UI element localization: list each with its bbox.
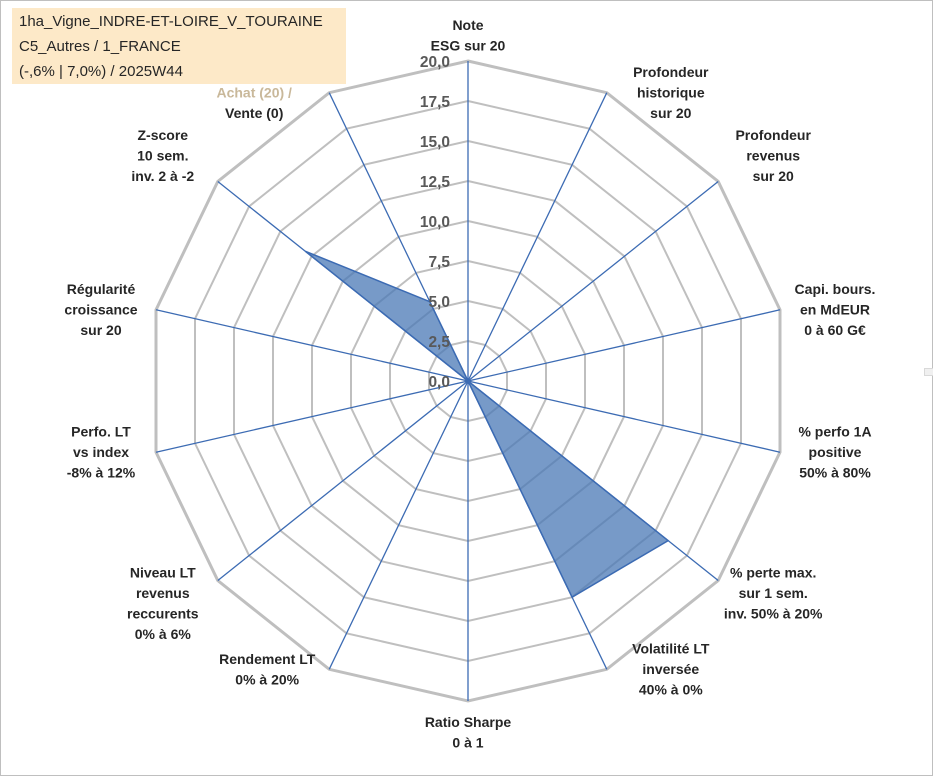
axis-label-10: Perfo. LT	[71, 424, 131, 440]
axis-label-13: Achat (20) /	[216, 84, 292, 100]
tick-label: 5,0	[428, 294, 450, 311]
axis-label-13: Vente (0)	[225, 105, 283, 121]
axis-spoke-3	[467, 309, 781, 382]
axis-label-2: Profondeur	[735, 127, 811, 143]
axis-label-3: en MdEUR	[800, 302, 870, 318]
axis-label-12: 10 sem.	[137, 148, 188, 164]
axis-label-8: 0% à 20%	[235, 671, 299, 687]
axis-label-5: sur 1 sem.	[739, 585, 808, 601]
axis-label-1: Profondeur	[633, 64, 709, 80]
axis-label-8: Rendement LT	[219, 651, 316, 667]
axis-label-11: croissance	[64, 302, 137, 318]
axis-label-0: ESG sur 20	[431, 38, 506, 54]
axis-label-9: reccurents	[127, 606, 199, 622]
tick-label: 17,5	[420, 94, 451, 111]
tick-label: 7,5	[428, 254, 450, 271]
chart-info-box: 1ha_Vigne_INDRE-ET-LOIRE_V_TOURAINE C5_A…	[12, 8, 346, 84]
axis-label-12: Z-score	[138, 127, 189, 143]
axis-label-6: inversée	[642, 661, 699, 677]
axis-label-2: revenus	[746, 148, 800, 164]
axis-spoke-9	[217, 380, 469, 582]
tick-label: 15,0	[420, 134, 450, 151]
axis-spoke-2	[467, 180, 719, 382]
scrollbar-thumb[interactable]	[924, 368, 933, 376]
info-line-category: C5_Autres / 1_FRANCE	[19, 38, 181, 55]
radar-axis-labels: Note ESG sur 20 Profondeur historique sur 20…	[64, 17, 875, 751]
axis-label-7: 0 à 1	[452, 735, 483, 751]
axis-label-4: positive	[809, 444, 862, 460]
axis-label-10: -8% à 12%	[67, 465, 136, 481]
axis-label-5: % perte max.	[730, 565, 816, 581]
axis-label-9: Niveau LT	[130, 565, 196, 581]
axis-label-7: Ratio Sharpe	[425, 714, 512, 730]
axis-spoke-1	[467, 92, 608, 382]
info-line-title: 1ha_Vigne_INDRE-ET-LOIRE_V_TOURAINE	[19, 13, 323, 30]
axis-label-0: Note	[452, 17, 483, 33]
axis-label-9: revenus	[136, 585, 190, 601]
axis-label-9: 0% à 6%	[135, 626, 192, 642]
axis-spoke-8	[328, 380, 469, 670]
radar-tick-labels: 0,0 2,5 5,0 7,5 10,0 12,5 15,0 17,5 20,0	[420, 54, 451, 391]
axis-label-12: inv. 2 à -2	[131, 168, 194, 184]
axis-label-3: 0 à 60 G€	[804, 322, 866, 338]
axis-label-11: Régularité	[67, 281, 136, 297]
tick-label: 20,0	[420, 54, 450, 71]
axis-label-4: % perfo 1A	[798, 424, 871, 440]
tick-label: 12,5	[420, 174, 451, 191]
axis-label-3: Capi. bours.	[795, 281, 876, 297]
axis-spoke-10	[155, 380, 469, 453]
info-line-period: (-,6% | 7,0%) / 2025W44	[19, 63, 183, 80]
axis-label-11: sur 20	[80, 322, 121, 338]
axis-label-1: sur 20	[650, 105, 691, 121]
axis-label-4: 50% à 80%	[799, 465, 871, 481]
axis-spoke-4	[467, 380, 781, 453]
radar-series	[304, 250, 670, 599]
axis-label-6: 40% à 0%	[639, 682, 703, 698]
axis-label-5: inv. 50% à 20%	[724, 606, 823, 622]
tick-label: 0,0	[428, 374, 450, 391]
axis-label-6: Volatilité LT	[632, 641, 710, 657]
axis-label-1: historique	[637, 84, 705, 100]
tick-label: 2,5	[428, 334, 450, 351]
axis-label-2: sur 20	[753, 168, 794, 184]
axis-spoke-11	[155, 309, 469, 382]
axis-label-10: vs index	[73, 444, 129, 460]
tick-label: 10,0	[420, 214, 450, 231]
